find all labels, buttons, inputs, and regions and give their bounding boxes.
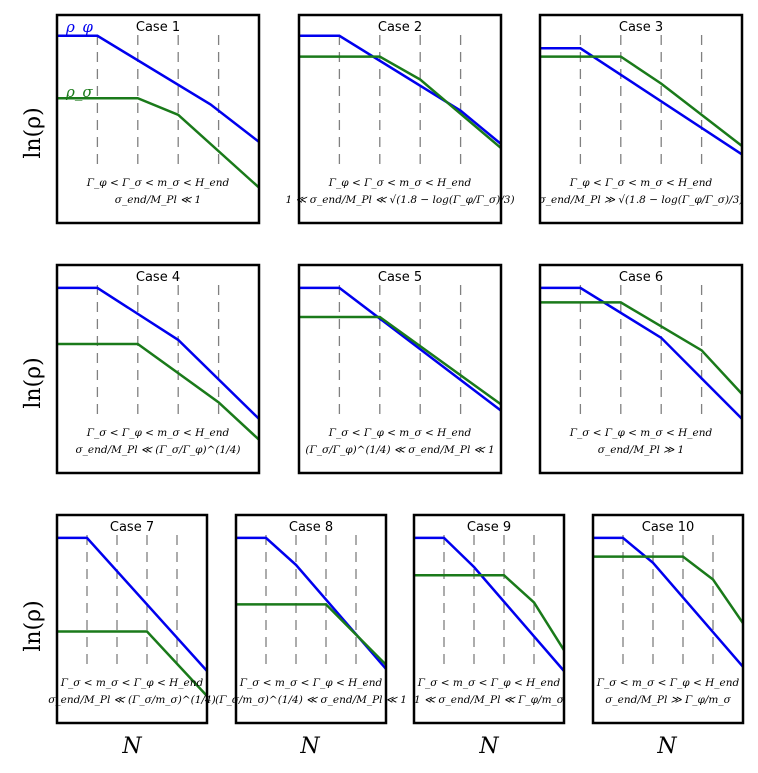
condition-line-2: σ_end/M_Pl ≫ 1 bbox=[598, 444, 684, 456]
series-rho-sigma bbox=[414, 574, 566, 651]
series-rho-phi bbox=[299, 34, 502, 145]
condition-line-1: Γ_φ < Γ_σ < m_σ < H_end bbox=[569, 177, 713, 189]
panel-title: Case 9 bbox=[467, 520, 511, 535]
condition-line-2: σ_end/M_Pl ≫ Γ_φ/m_σ bbox=[605, 694, 731, 706]
panel-title: Case 8 bbox=[289, 520, 333, 535]
series-rho-sigma bbox=[540, 301, 743, 395]
condition-line-1: Γ_σ < m_σ < Γ_φ < H_end bbox=[239, 677, 383, 689]
condition-line-2: σ_end/M_Pl ≪ (Γ_σ/m_σ)^(1/4) bbox=[48, 694, 215, 706]
x-axis-label-col-8: N bbox=[299, 734, 320, 759]
panels: Case 1 Γ_φ < Γ_σ < m_σ < H_end σ_end/M_Pl … bbox=[48, 13, 745, 725]
panel-frame bbox=[538, 263, 744, 475]
condition-line-2: (Γ_σ/Γ_φ)^(1/4) ≪ σ_end/M_Pl ≪ 1 bbox=[305, 444, 494, 456]
panel-frame bbox=[297, 13, 503, 225]
panel-case-2: Case 2 Γ_φ < Γ_σ < m_σ < H_end 1 ≪ σ_end/M… bbox=[285, 13, 515, 225]
series-rho-phi bbox=[57, 536, 208, 672]
panel-frame bbox=[55, 263, 261, 475]
panel-case-8: Case 8 Γ_σ < m_σ < Γ_φ < H_end (Γ_σ/m_σ)^(… bbox=[215, 513, 407, 725]
series-rho-sigma bbox=[57, 342, 260, 441]
y-axis-label-row-3: ln(ρ) bbox=[21, 600, 46, 651]
x-axis-label-col-9: N bbox=[478, 734, 499, 759]
condition-line-2: σ_end/M_Pl ≫ √(1.8 − log(Γ_φ/Γ_σ)/3) bbox=[539, 194, 744, 206]
panel-case-1: Case 1 Γ_φ < Γ_σ < m_σ < H_end σ_end/M_Pl … bbox=[55, 13, 261, 225]
panel-frame bbox=[297, 263, 503, 475]
panel-case-6: Case 6 Γ_σ < Γ_φ < m_σ < H_end σ_end/M_Pl … bbox=[538, 263, 744, 475]
series-rho-sigma bbox=[236, 603, 387, 666]
condition-line-1: Γ_σ < Γ_φ < m_σ < H_end bbox=[328, 427, 472, 439]
panel-title: Case 3 bbox=[619, 20, 663, 35]
condition-line-2: σ_end/M_Pl ≪ (Γ_σ/Γ_φ)^(1/4) bbox=[76, 444, 241, 456]
panel-case-3: Case 3 Γ_φ < Γ_σ < m_σ < H_end σ_end/M_Pl … bbox=[538, 13, 744, 225]
condition-line-1: Γ_σ < m_σ < Γ_φ < H_end bbox=[60, 677, 204, 689]
panel-title: Case 4 bbox=[136, 270, 180, 285]
panel-frame bbox=[55, 13, 261, 225]
series-rho-sigma bbox=[593, 555, 745, 624]
condition-line-1: Γ_φ < Γ_σ < m_σ < H_end bbox=[328, 177, 472, 189]
condition-line-1: Γ_σ < m_σ < Γ_φ < H_end bbox=[596, 677, 740, 689]
condition-line-1: Γ_σ < m_σ < Γ_φ < H_end bbox=[417, 677, 561, 689]
panel-frame bbox=[538, 13, 744, 225]
panel-title: Case 6 bbox=[619, 270, 663, 285]
series-rho-sigma bbox=[299, 55, 502, 150]
series-rho-phi bbox=[299, 286, 502, 412]
condition-line-1: Γ_σ < Γ_φ < m_σ < H_end bbox=[569, 427, 713, 439]
panel-case-7: Case 7 Γ_σ < m_σ < Γ_φ < H_end σ_end/M_Pl … bbox=[48, 513, 216, 725]
panel-frame bbox=[55, 513, 209, 725]
y-axis-label-row-1: ln(ρ) bbox=[21, 107, 46, 158]
panel-frame bbox=[412, 513, 566, 725]
panel-frame bbox=[591, 513, 745, 725]
series-rho-sigma bbox=[57, 96, 260, 189]
panel-title: Case 7 bbox=[110, 520, 154, 535]
y-axis-label-row-2: ln(ρ) bbox=[21, 357, 46, 408]
series-rho-phi bbox=[593, 536, 744, 668]
x-axis-label-col-7: N bbox=[121, 734, 142, 759]
series-rho-sigma bbox=[540, 55, 743, 147]
panel-title: Case 2 bbox=[378, 20, 422, 35]
panel-case-4: Case 4 Γ_σ < Γ_φ < m_σ < H_end σ_end/M_Pl … bbox=[55, 263, 261, 475]
panel-frame bbox=[234, 513, 388, 725]
condition-line-1: Γ_φ < Γ_σ < m_σ < H_end bbox=[86, 177, 230, 189]
panel-title: Case 1 bbox=[136, 20, 180, 35]
series-rho-phi bbox=[236, 536, 387, 670]
panel-title: Case 10 bbox=[642, 520, 695, 535]
series-rho-phi bbox=[57, 34, 260, 143]
condition-line-2: (Γ_σ/m_σ)^(1/4) ≪ σ_end/M_Pl ≪ 1 bbox=[215, 694, 407, 706]
panel-case-5: Case 5 Γ_σ < Γ_φ < m_σ < H_end (Γ_σ/Γ_φ)^(… bbox=[297, 263, 503, 475]
series-rho-phi bbox=[540, 286, 743, 420]
condition-line-2: 1 ≪ σ_end/M_Pl ≪ √(1.8 − log(Γ_φ/Γ_σ)/3) bbox=[285, 194, 514, 206]
series-rho-phi bbox=[57, 286, 260, 420]
series-rho-sigma bbox=[57, 630, 208, 697]
legend-rho-sigma: ρ_σ bbox=[65, 83, 93, 101]
series-rho-sigma bbox=[299, 315, 502, 406]
series-rho-phi bbox=[540, 47, 743, 156]
series-rho-phi bbox=[414, 536, 565, 672]
panel-case-10: Case 10 Γ_σ < m_σ < Γ_φ < H_end σ_end/M_Pl… bbox=[591, 513, 745, 725]
condition-line-1: Γ_σ < Γ_φ < m_σ < H_end bbox=[86, 427, 230, 439]
condition-line-2: 1 ≪ σ_end/M_Pl ≪ Γ_φ/m_σ bbox=[414, 694, 565, 706]
panel-case-9: Case 9 Γ_σ < m_σ < Γ_φ < H_end 1 ≪ σ_end/M… bbox=[412, 513, 566, 725]
condition-line-2: σ_end/M_Pl ≪ 1 bbox=[115, 194, 201, 206]
x-axis-label-col-10: N bbox=[656, 734, 677, 759]
legend-rho-phi: ρ_φ bbox=[65, 18, 93, 36]
panel-title: Case 5 bbox=[378, 270, 422, 285]
